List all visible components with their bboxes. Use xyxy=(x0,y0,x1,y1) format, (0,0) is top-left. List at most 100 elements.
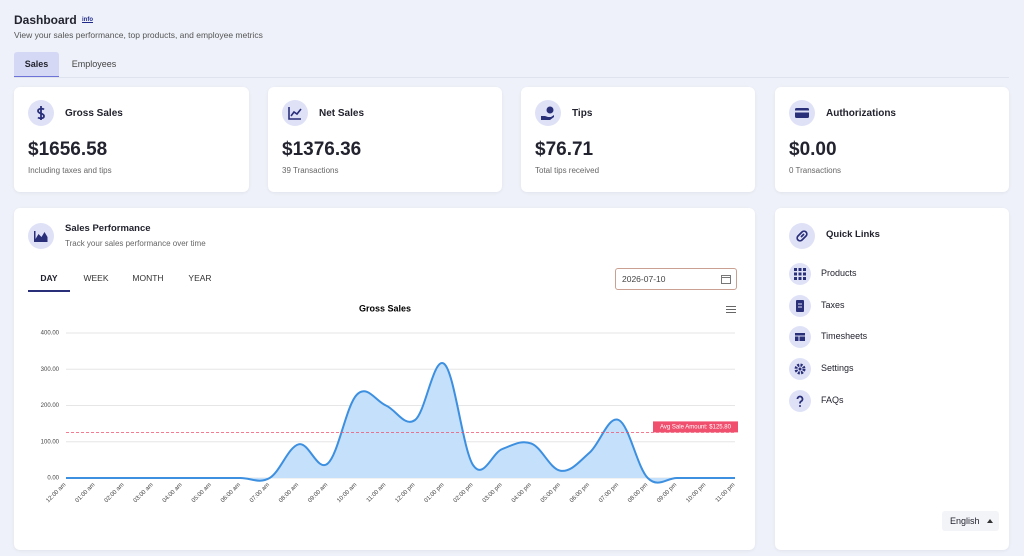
x-tick-label: 05:00 pm xyxy=(540,482,562,504)
x-tick-label: 08:00 am xyxy=(278,482,300,504)
x-tick-label: 11:00 pm xyxy=(715,482,737,504)
icon xyxy=(796,300,804,312)
icon xyxy=(34,231,48,242)
icon xyxy=(795,108,809,118)
link-label: Settings xyxy=(821,363,854,373)
card-note: Total tips received xyxy=(535,166,600,175)
link-icon xyxy=(789,390,811,412)
card-note: 39 Transactions xyxy=(282,166,339,175)
tab-employees[interactable]: Employees xyxy=(71,59,117,69)
card-value: $0.00 xyxy=(789,139,837,160)
icon xyxy=(288,107,302,120)
y-tick-label: 400.00 xyxy=(41,331,60,337)
x-tick-label: 04:00 am xyxy=(162,482,184,504)
panel-title: Sales Performance xyxy=(65,223,151,234)
icon xyxy=(541,106,554,120)
x-tick-label: 03:00 am xyxy=(133,482,155,504)
x-tick-label: 10:00 am xyxy=(336,482,358,504)
page-subtitle: View your sales performance, top product… xyxy=(14,30,263,40)
card-icon xyxy=(535,100,561,126)
period-tab[interactable]: WEEK xyxy=(83,273,109,283)
icon xyxy=(794,268,806,280)
icon xyxy=(796,230,808,242)
icon xyxy=(37,106,45,120)
link-label: Products xyxy=(821,268,857,278)
x-tick-label: 06:00 am xyxy=(220,482,242,504)
card-icon xyxy=(28,100,54,126)
link-icon xyxy=(789,295,811,317)
x-tick-label: 01:00 am xyxy=(75,482,97,504)
language-select[interactable]: English xyxy=(942,511,999,531)
x-tick-label: 05:00 am xyxy=(191,482,213,504)
card: Net Sales $1376.36 39 Transactions xyxy=(268,87,502,192)
calendar-icon xyxy=(721,275,731,284)
panel-subtitle: Track your sales performance over time xyxy=(65,239,206,248)
language-label: English xyxy=(950,516,980,526)
y-tick-label: 200.00 xyxy=(41,403,60,409)
x-tick-label: 02:00 pm xyxy=(453,482,475,504)
x-tick-label: 03:00 pm xyxy=(482,482,504,504)
card-note: 0 Transactions xyxy=(789,166,842,175)
card-icon xyxy=(282,100,308,126)
card-icon xyxy=(789,100,815,126)
icon xyxy=(796,395,804,407)
card-title: Net Sales xyxy=(319,108,365,119)
page-title: Dashboard xyxy=(14,13,77,27)
x-tick-label: 09:00 pm xyxy=(656,482,678,504)
card-title: Tips xyxy=(572,108,593,119)
x-tick-label: 11:00 am xyxy=(366,482,388,504)
y-tick-label: 0.00 xyxy=(47,476,59,482)
avg-label-bg xyxy=(653,421,738,433)
link-icon xyxy=(789,263,811,285)
chart: Gross Sales 0.00 100.00 200.00 300.00 400.00… xyxy=(41,303,738,504)
line xyxy=(66,362,735,484)
x-tick-label: 09:00 am xyxy=(307,482,329,504)
x-tick-label: 12:00 am xyxy=(45,482,67,504)
card-value: $1656.58 xyxy=(28,139,108,160)
date-input[interactable]: 2026-07-10 xyxy=(615,268,737,290)
card: Gross Sales $1656.58 Including taxes and… xyxy=(14,87,249,192)
y-tick-label: 300.00 xyxy=(41,367,60,373)
x-tick-label: 07:00 am xyxy=(249,482,271,504)
link-label: FAQs xyxy=(821,395,844,405)
period-tab[interactable]: DAY xyxy=(28,266,70,292)
x-tick-label: 04:00 pm xyxy=(511,482,533,504)
card-title: Authorizations xyxy=(826,108,896,119)
y-tick-label: 100.00 xyxy=(41,439,60,445)
link-label: Timesheets xyxy=(821,331,868,341)
card-title: Gross Sales xyxy=(65,108,123,119)
link-icon xyxy=(789,358,811,380)
card-note: Including taxes and tips xyxy=(28,166,112,175)
card-value: $76.71 xyxy=(535,139,594,160)
icon xyxy=(794,363,806,375)
x-tick-label: 12:00 pm xyxy=(395,482,417,504)
tab-divider xyxy=(14,77,1009,78)
card: Authorizations $0.00 0 Transactions xyxy=(775,87,1009,192)
period-tab[interactable]: YEAR xyxy=(188,273,212,283)
period-tab[interactable]: MONTH xyxy=(132,273,164,283)
x-tick-label: 01:00 pm xyxy=(424,482,446,504)
quick-links-panel: Quick Links Products Taxes Timesheets Se… xyxy=(775,208,1009,550)
date-value: 2026-07-10 xyxy=(622,274,666,284)
avg-label: Avg Sale Amount: $125.80 xyxy=(660,424,732,430)
link-icon xyxy=(789,326,811,348)
panel-title: Quick Links xyxy=(826,229,880,240)
panel-icon xyxy=(789,223,815,249)
icon xyxy=(795,333,805,341)
area xyxy=(66,363,735,483)
panel-icon xyxy=(28,223,54,249)
caret xyxy=(987,519,993,523)
x-tick-label: 10:00 pm xyxy=(685,482,707,504)
x-tick-label: 07:00 pm xyxy=(598,482,620,504)
chart-menu[interactable] xyxy=(726,306,736,313)
link-label: Taxes xyxy=(821,300,845,310)
sales-panel: Sales Performance Track your sales perfo… xyxy=(14,208,755,550)
x-tick-label: 06:00 pm xyxy=(569,482,591,504)
x-tick-label: 08:00 pm xyxy=(627,482,649,504)
tab-sales[interactable]: Sales xyxy=(14,52,59,78)
info-link[interactable]: info xyxy=(82,17,93,23)
card-value: $1376.36 xyxy=(282,139,362,160)
x-tick-label: 02:00 am xyxy=(104,482,126,504)
chart-title: Gross Sales xyxy=(359,303,411,313)
